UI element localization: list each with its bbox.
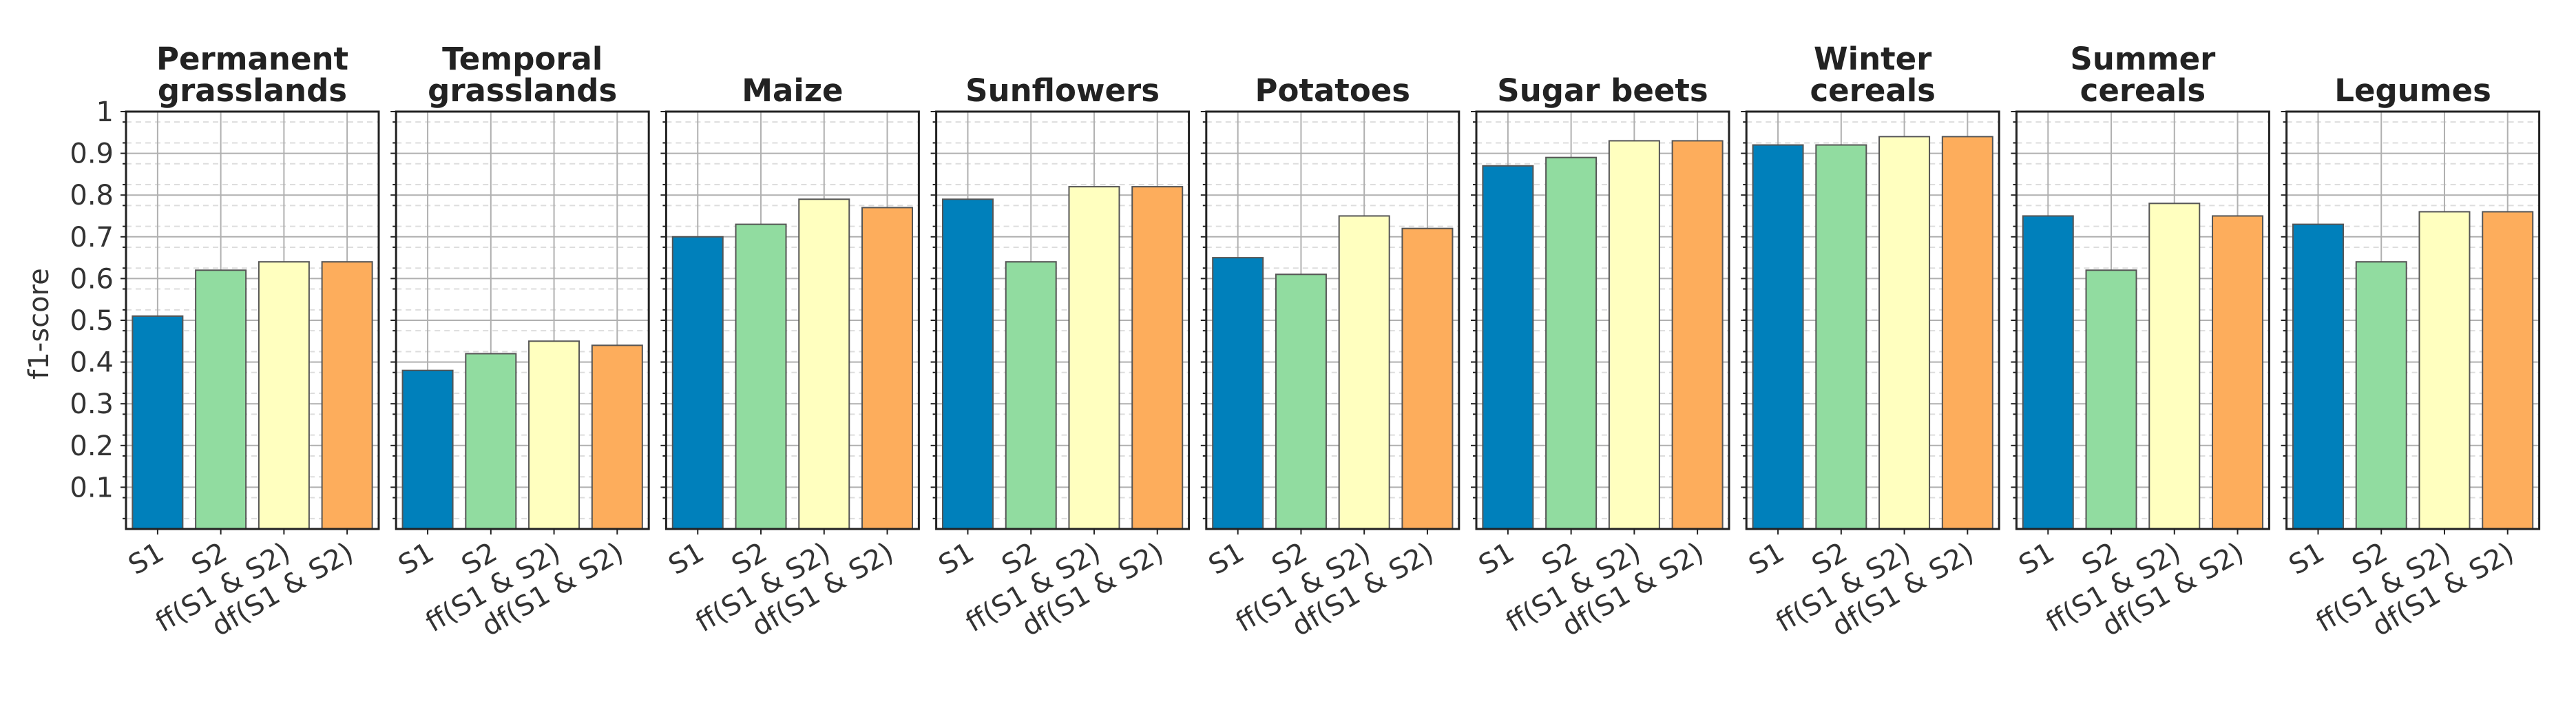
bar [1752, 144, 1804, 530]
bar [2482, 211, 2534, 530]
bar [1815, 144, 1867, 530]
bar [1005, 261, 1057, 530]
bar [1608, 140, 1660, 530]
panel-title: Winter [1814, 41, 1932, 77]
x-tick-label: S1 [1204, 537, 1250, 581]
bar [132, 315, 184, 530]
panel-title: Permanent [156, 41, 348, 77]
y-tick-label: 1 [96, 96, 114, 128]
bar [2355, 261, 2407, 530]
x-tick-label: S1 [123, 537, 169, 581]
bar [2085, 269, 2137, 530]
bar [1941, 136, 1993, 530]
y-tick-label: 0.2 [70, 430, 114, 462]
x-tick-label: S1 [1743, 537, 1790, 581]
y-tick-label: 0.3 [70, 388, 114, 420]
x-tick-label: S1 [663, 537, 709, 581]
x-tick-label: S1 [2283, 537, 2329, 581]
bar [2212, 215, 2264, 530]
panel-title: cereals [1810, 72, 1935, 109]
panel-title: Maize [742, 72, 843, 109]
panel-title: cereals [2080, 72, 2206, 109]
bar [861, 207, 914, 530]
x-tick-label: S1 [393, 537, 439, 581]
panel-title: grasslands [158, 72, 347, 109]
bar [2148, 203, 2201, 530]
bar [735, 223, 787, 530]
bar [258, 261, 310, 530]
x-tick-label: S1 [1474, 537, 1520, 581]
panel-title: grasslands [428, 72, 617, 109]
bar [528, 340, 580, 530]
y-tick-label: 0.5 [70, 305, 114, 337]
y-tick-label: 0.6 [70, 263, 114, 295]
bar [798, 198, 850, 530]
bar [1212, 257, 1264, 530]
bar [401, 369, 454, 530]
bar [1401, 227, 1454, 530]
bar [1131, 186, 1184, 530]
panel-title: Sunflowers [965, 72, 1160, 109]
bar [671, 236, 724, 530]
bar [1068, 186, 1120, 530]
bar [1338, 215, 1390, 530]
bar [1878, 136, 1931, 530]
bar [1545, 156, 1598, 530]
panel-title: Potatoes [1255, 72, 1411, 109]
bar [1671, 140, 1724, 530]
panel-title: Sugar beets [1497, 72, 1708, 109]
bar [1275, 273, 1327, 530]
y-tick-label: 0.8 [70, 180, 114, 211]
bar [1482, 165, 1534, 530]
bar [2022, 215, 2074, 530]
bar [2418, 211, 2471, 530]
bar [465, 353, 517, 530]
bar [2292, 223, 2344, 530]
panel-title: Summer [2070, 41, 2216, 77]
x-tick-label: S1 [933, 537, 979, 581]
y-tick-label: 0.9 [70, 138, 114, 170]
bar [591, 344, 643, 530]
bar [941, 198, 994, 530]
y-tick-label: 0.4 [70, 347, 114, 379]
y-axis-label: f1-score [23, 268, 55, 379]
y-tick-label: 0.7 [70, 222, 114, 253]
panel-title: Temporal [442, 41, 603, 77]
bar [321, 261, 373, 530]
panel-title: Legumes [2334, 72, 2491, 109]
bar [195, 269, 247, 530]
y-tick-label: 0.1 [70, 472, 114, 503]
x-tick-label: S1 [2013, 537, 2060, 581]
